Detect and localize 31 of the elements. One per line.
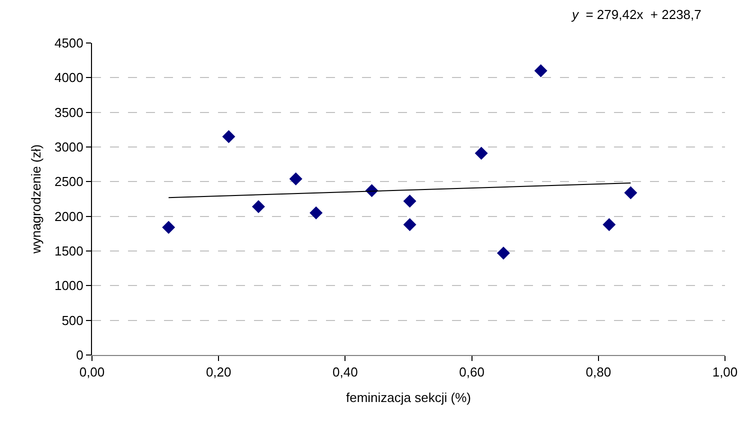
x-tick-label: 0,80: [586, 364, 612, 380]
y-tick-label: 0: [76, 348, 84, 363]
x-tick-label: 0,60: [459, 364, 484, 380]
point: [474, 146, 488, 160]
y-tick-label: 4500: [54, 36, 84, 51]
y-tick-label: 1000: [54, 278, 84, 294]
y-tick-label: 1500: [54, 244, 84, 259]
y-tick-label: 500: [62, 312, 84, 328]
y-tick-label: 4000: [54, 70, 84, 86]
point: [624, 186, 638, 200]
point: [310, 206, 323, 220]
x-tick-label: 1,00: [712, 364, 738, 380]
y-tick-label: 2000: [54, 208, 84, 224]
x-tick-label: 0,20: [206, 364, 232, 380]
x-axis-title: feminizacja sekcji (%): [346, 390, 471, 406]
point: [403, 194, 416, 208]
point: [534, 64, 548, 78]
y-tick-label: 2500: [54, 174, 84, 190]
point: [162, 220, 176, 234]
point: [496, 246, 510, 260]
y-tick-label: 3500: [54, 104, 84, 120]
x-tick-label: 0,00: [79, 364, 105, 380]
y-axis-title: wynagrodzenie (zł): [28, 144, 44, 255]
text: y = 279,42x + 2238,7: [571, 7, 702, 22]
point: [403, 218, 416, 232]
point: [222, 130, 236, 144]
point: [289, 172, 302, 186]
point: [252, 200, 265, 214]
x-tick-label: 0,40: [332, 364, 358, 380]
point: [602, 218, 616, 232]
y-tick-label: 3000: [54, 140, 84, 155]
